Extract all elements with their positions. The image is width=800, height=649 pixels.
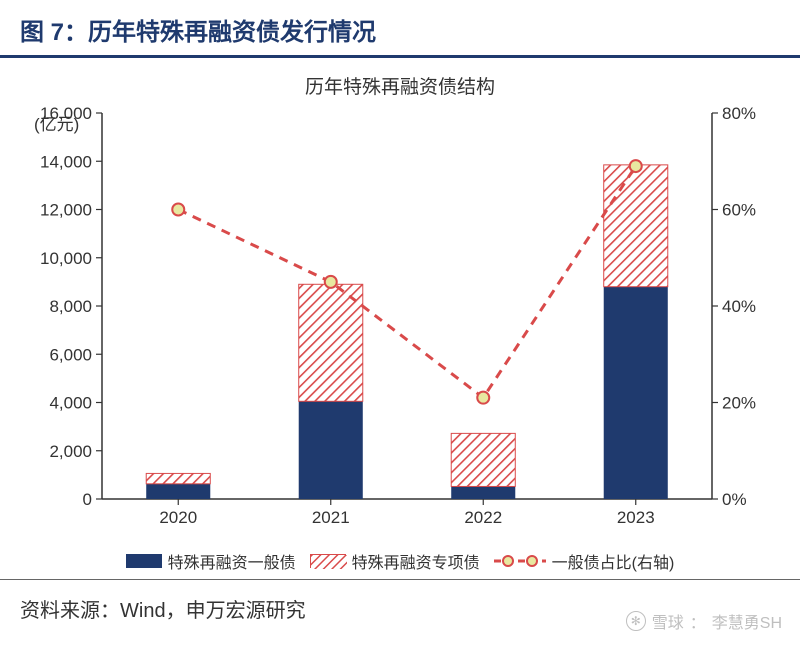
svg-text:2,000: 2,000	[49, 442, 92, 461]
svg-text:2022: 2022	[464, 508, 502, 527]
y-axis-unit: (亿元)	[34, 110, 79, 135]
source-text: 资料来源：Wind，申万宏源研究	[20, 600, 306, 622]
svg-text:60%: 60%	[722, 201, 756, 220]
svg-text:10,000: 10,000	[40, 249, 92, 268]
svg-text:20%: 20%	[722, 394, 756, 413]
svg-text:80%: 80%	[722, 104, 756, 123]
svg-text:40%: 40%	[722, 297, 756, 316]
svg-text:2021: 2021	[312, 508, 350, 527]
legend-label: 一般债占比(右轴)	[552, 549, 675, 573]
chart-title: 历年特殊再融资债结构	[28, 72, 772, 99]
legend-item-special: 特殊再融资专项债	[310, 549, 480, 573]
svg-text:0%: 0%	[722, 490, 747, 509]
figure-title: 图 7：历年特殊再融资债发行情况	[20, 12, 780, 47]
chart-container: 历年特殊再融资债结构 (亿元) 0 2,000 4,000 6,000 8,000 10,…	[0, 58, 800, 541]
svg-text:2023: 2023	[617, 508, 655, 527]
legend-label: 特殊再融资专项债	[352, 549, 480, 573]
legend-item-general: 特殊再融资一般债	[126, 549, 296, 573]
watermark-icon: ✻	[626, 611, 646, 631]
legend-item-ratio: 一般债占比(右轴)	[494, 549, 675, 573]
watermark: ✻ 雪球 ： 李慧勇SH	[626, 609, 782, 633]
legend-swatch-hatch	[310, 554, 346, 568]
svg-text:4,000: 4,000	[49, 394, 92, 413]
watermark-author: 李慧勇SH	[712, 609, 782, 633]
watermark-brand: 雪球	[652, 609, 684, 633]
legend-label: 特殊再融资一般债	[168, 549, 296, 573]
svg-text:0: 0	[83, 490, 92, 509]
legend-swatch-line	[494, 554, 546, 568]
legend-swatch-solid	[126, 554, 162, 568]
watermark-sep: ：	[690, 609, 706, 633]
svg-text:8,000: 8,000	[49, 297, 92, 316]
svg-text:2020: 2020	[159, 508, 197, 527]
svg-text:14,000: 14,000	[40, 152, 92, 171]
figure-header: 图 7：历年特殊再融资债发行情况	[0, 0, 800, 58]
svg-text:6,000: 6,000	[49, 345, 92, 364]
svg-text:12,000: 12,000	[40, 201, 92, 220]
chart-svg: 02,0004,0006,0008,00010,00012,00014,0001…	[28, 103, 772, 533]
legend: 特殊再融资一般债 特殊再融资专项债 一般债占比(右轴)	[0, 541, 800, 580]
